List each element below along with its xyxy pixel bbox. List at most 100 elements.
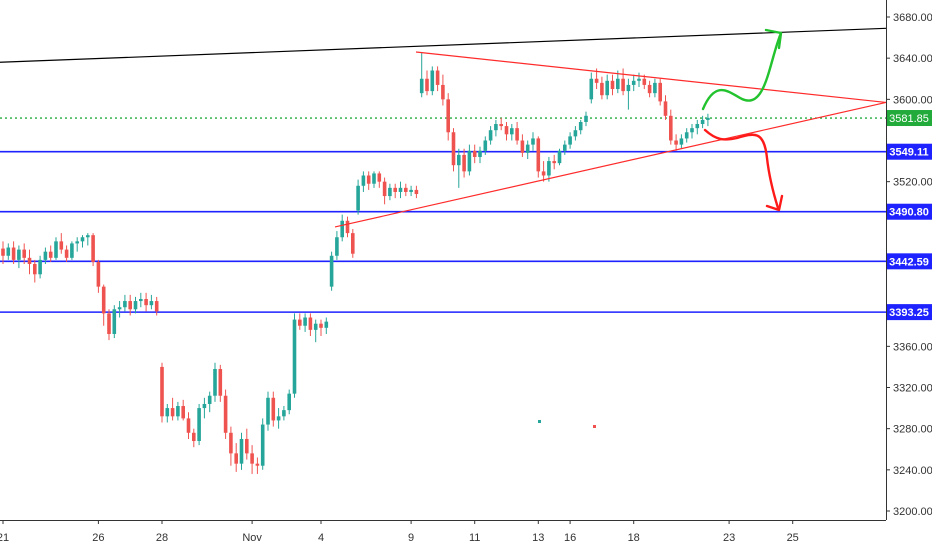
candle-body xyxy=(605,80,609,96)
candle-body xyxy=(335,237,339,256)
candle-body xyxy=(589,78,594,100)
candle xyxy=(616,70,620,94)
x-tick-label: 23 xyxy=(723,532,735,544)
candle-body xyxy=(271,397,276,421)
candle xyxy=(684,128,689,143)
candle-body xyxy=(679,138,684,145)
candle-body xyxy=(160,366,164,417)
candle xyxy=(653,78,657,98)
candle xyxy=(361,171,366,192)
candle-body xyxy=(170,408,175,417)
candle-body xyxy=(658,82,662,102)
candle-body xyxy=(255,463,260,466)
candle xyxy=(483,136,488,155)
projection-down-arrow xyxy=(703,128,780,210)
candle-body xyxy=(197,408,201,442)
y-tick-label: 3240.00 xyxy=(893,465,932,477)
candle-body xyxy=(404,187,408,192)
x-tick-label: 21 xyxy=(0,532,9,544)
candle-body xyxy=(282,410,286,417)
candle-body xyxy=(86,235,90,238)
candle xyxy=(451,128,456,172)
candle xyxy=(176,401,180,421)
candle-body xyxy=(419,78,424,94)
candle xyxy=(404,183,408,197)
candle-body xyxy=(133,301,138,310)
candle-body xyxy=(324,321,329,328)
candle xyxy=(600,76,604,100)
arrow-down-head xyxy=(765,194,784,212)
candle-body xyxy=(245,438,249,454)
candle-body xyxy=(123,301,127,308)
triangle-upper-line xyxy=(415,51,887,104)
candle-body xyxy=(653,82,657,94)
candle xyxy=(160,362,164,423)
candle-body xyxy=(319,323,323,328)
candle-body xyxy=(154,301,159,312)
candle xyxy=(250,445,254,474)
candle-body xyxy=(22,249,26,258)
candle xyxy=(377,171,382,188)
candle-body xyxy=(96,261,101,287)
candle-body xyxy=(276,416,281,421)
candle xyxy=(573,126,578,141)
candle-body xyxy=(366,175,371,184)
candle xyxy=(547,156,551,182)
candle xyxy=(494,119,498,137)
candle-body xyxy=(64,249,69,258)
candle-body xyxy=(382,181,387,197)
candle xyxy=(568,132,572,149)
candle-body xyxy=(107,313,111,334)
candle-body xyxy=(186,418,191,433)
candle-body xyxy=(547,161,551,176)
candle xyxy=(123,294,127,312)
candle xyxy=(372,171,376,188)
candle-body xyxy=(674,140,678,145)
candle-body xyxy=(616,78,620,90)
candle xyxy=(271,391,276,427)
candle xyxy=(329,251,334,291)
candle-body xyxy=(149,301,154,306)
candle-body xyxy=(139,298,143,302)
candle-body xyxy=(59,241,64,250)
x-tick-label: 11 xyxy=(469,532,480,544)
candle-body xyxy=(430,70,435,92)
candle xyxy=(552,154,556,170)
candle-body xyxy=(600,82,604,96)
candle-body xyxy=(128,301,132,310)
candle xyxy=(669,109,673,145)
candle-body xyxy=(573,130,578,137)
candle-body xyxy=(642,78,647,85)
candle xyxy=(223,389,228,439)
candle-body xyxy=(467,150,472,172)
candle xyxy=(287,389,291,415)
candle xyxy=(472,144,477,164)
x-tick-label: 28 xyxy=(156,532,168,544)
candle-body xyxy=(563,144,567,151)
candle-body xyxy=(520,140,525,153)
candle-body xyxy=(637,78,641,81)
candle-body xyxy=(525,144,530,153)
candle xyxy=(335,231,339,260)
candle-body xyxy=(647,84,652,94)
candle xyxy=(605,74,609,100)
trendline-upper xyxy=(0,27,887,63)
candle xyxy=(531,132,535,151)
candle xyxy=(139,292,143,308)
candle-body xyxy=(499,124,503,127)
candle xyxy=(388,183,392,201)
level-label-box xyxy=(887,304,932,321)
candle-body xyxy=(229,432,233,454)
candle xyxy=(213,362,217,402)
candle-body xyxy=(478,150,482,157)
candle-body xyxy=(462,154,466,172)
candle xyxy=(488,126,493,145)
candle-body xyxy=(361,175,366,186)
candle-body xyxy=(27,257,32,264)
candle-body xyxy=(457,154,461,166)
candle-body xyxy=(494,124,498,131)
candle-body xyxy=(298,319,302,326)
candle xyxy=(414,185,419,199)
candle xyxy=(70,241,74,260)
